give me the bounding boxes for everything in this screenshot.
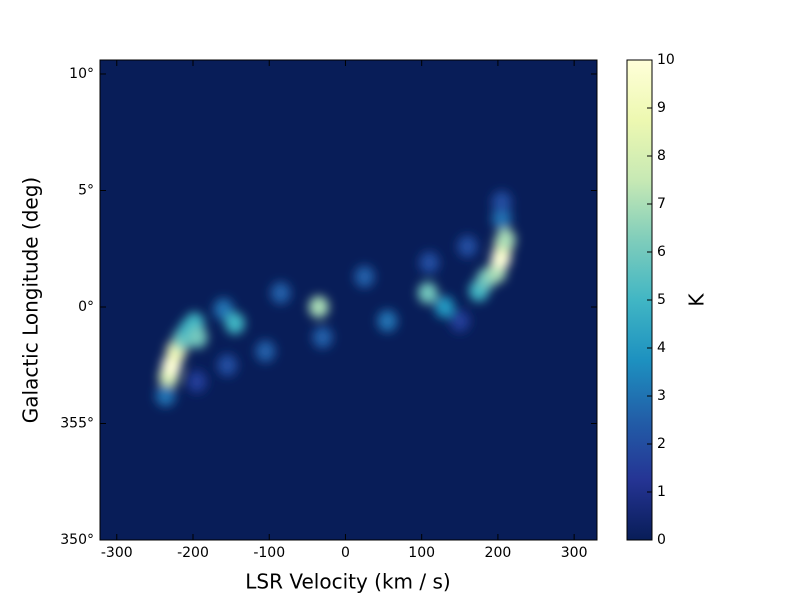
x-tick-label: 100 (408, 545, 435, 561)
colorbar-tick-label: 3 (657, 388, 666, 404)
emission-blob (377, 309, 398, 332)
y-axis-label: Galactic Longitude (deg) (19, 177, 43, 423)
emission-blob (217, 354, 238, 377)
x-tick-label: -100 (253, 545, 285, 561)
emission-blob (187, 326, 208, 349)
colorbar-tick-label: 8 (657, 148, 666, 164)
emission-blob (354, 265, 375, 288)
emission-blob (312, 326, 333, 349)
emission-blob (434, 295, 455, 318)
emission-blob (419, 251, 440, 274)
y-tick-label: 0° (78, 299, 94, 315)
x-tick-label: 0 (341, 545, 350, 561)
plot-frame (99, 59, 598, 541)
colorbar-tick-label: 0 (657, 532, 666, 548)
emission-blob (495, 228, 516, 251)
colorbar-tick-label: 2 (657, 436, 666, 452)
emission-blob (491, 191, 512, 214)
plot-background (100, 60, 597, 540)
emission-blob (457, 235, 478, 258)
colorbar-tick-label: 5 (657, 292, 666, 308)
colorbar-tick-label: 7 (657, 196, 666, 212)
emission-blob (186, 370, 207, 393)
y-tick-label: 355° (60, 415, 94, 431)
y-tick-label: 350° (60, 532, 94, 548)
emission-blob (270, 282, 291, 305)
emission-blob (449, 309, 470, 332)
colorbar-tick-label: 4 (657, 340, 666, 356)
emission-blob (155, 384, 176, 407)
colorbar-tick-label: 9 (657, 100, 666, 116)
colorbar-tick-label: 6 (657, 244, 666, 260)
x-axis-label: LSR Velocity (km / s) (245, 570, 450, 594)
x-tick-label: 200 (485, 545, 512, 561)
colorbar-label: K (685, 293, 709, 307)
colorbar-tick-label: 10 (657, 52, 675, 68)
x-tick-label: 300 (561, 545, 588, 561)
emission-blob (213, 298, 234, 321)
y-tick-label: 5° (78, 182, 94, 198)
colorbar-tick-label: 1 (657, 484, 666, 500)
x-tick-label: -300 (101, 545, 133, 561)
x-tick-label: -200 (177, 545, 209, 561)
y-tick-label: 10° (69, 66, 94, 82)
emission-blob (417, 282, 438, 305)
emission-blob (308, 295, 329, 318)
emission-blob (224, 312, 245, 335)
emission-blob (491, 207, 512, 230)
heatmap (155, 191, 516, 407)
emission-blob (255, 340, 276, 363)
